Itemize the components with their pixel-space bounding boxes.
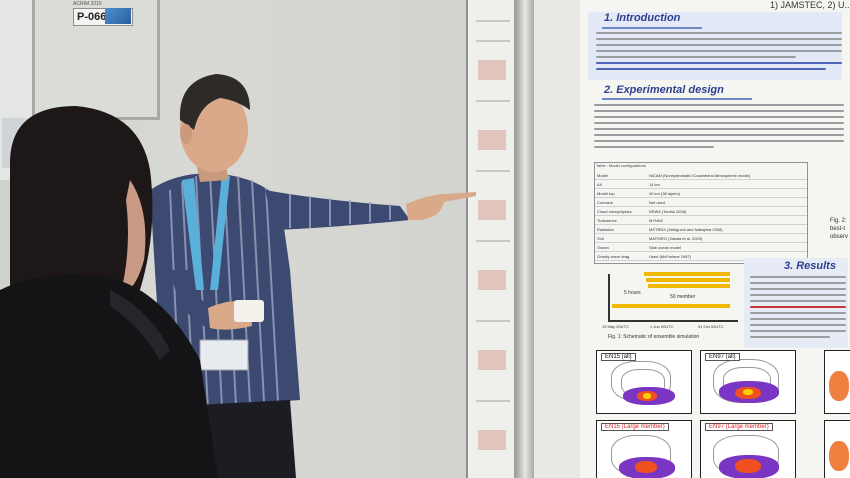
panel-small-text: ACRIM 2015: [73, 1, 102, 7]
chart-label-hours: 5 hours: [624, 290, 641, 296]
section-underline: [602, 98, 752, 100]
booth-number: P-066: [77, 11, 107, 23]
map-label: EN97 (all): [705, 353, 740, 361]
table-row: Radiation MSTRNX (Sekiguchi and Nakajima …: [595, 225, 807, 234]
ensemble-schematic: 5 hours 50 member 19 May 00UTC 1 Jun 00U…: [594, 268, 744, 336]
map-en97-all: EN97 (all): [700, 350, 796, 414]
side-label: observ: [830, 234, 849, 240]
table-row: Ocean Slab ocean model: [595, 243, 807, 252]
booth-logo: [105, 8, 131, 24]
display-pole: [516, 0, 534, 478]
figure-1-caption: Fig. 1: Schematic of ensemble simulation: [608, 334, 700, 340]
visitor-woman: [0, 106, 218, 478]
section-title-results: 3. Results: [784, 260, 836, 272]
chart-label-members: 50 member: [670, 294, 696, 300]
table-row: ΔX 14 km: [595, 180, 807, 189]
map-label: EN15 (all): [601, 353, 636, 361]
poster-affiliation: 1) JAMSTEC, 2) U...: [770, 0, 850, 10]
table-row: Cloud microphysics NSW6 (Tomita 2008): [595, 207, 807, 216]
side-label: Fig. 2:: [830, 218, 847, 224]
table-row: Cumulus Not used: [595, 198, 807, 207]
map-en97-large: EN97 (Large member): [700, 420, 796, 478]
map-partial-right: [824, 420, 850, 478]
map-label: EN15 (Large member): [601, 423, 669, 431]
section-title-introduction: 1. Introduction: [604, 12, 681, 24]
map-en15-all: EN15 (all): [596, 350, 692, 414]
map-en15-large: EN15 (Large member): [596, 420, 692, 478]
chart-tick: 19 May 00UTC: [602, 324, 629, 329]
side-label: best-t: [830, 226, 846, 232]
table-row: Model top 40 km (38 layers): [595, 189, 807, 198]
results-section: 3. Results: [744, 258, 848, 348]
section-underline: [602, 27, 702, 29]
table-caption: Table : Model configurations: [596, 163, 646, 168]
map-label: EN97 (Large member): [705, 423, 773, 431]
neighbor-poster: [466, 0, 516, 478]
research-poster: 1) JAMSTEC, 2) U... 1. Introduction 2. E…: [580, 0, 850, 478]
section-title-experimental-design: 2. Experimental design: [604, 84, 724, 96]
map-partial-right: [824, 350, 850, 414]
chart-tick: 1 Jun 00UTC: [650, 324, 674, 329]
table-row: Turbulence MYNN2: [595, 216, 807, 225]
chart-tick: 31 Oct 00UTC: [698, 324, 724, 329]
table-row: Gravity wave drag Used (McFarlane 1987): [595, 252, 807, 261]
table-row: Soil MATSIRO (Takata et al. 2003): [595, 234, 807, 243]
table-row: Model NICAM (Nonhydrostatic ICosahedral A…: [595, 171, 807, 180]
presenter-man: [150, 74, 476, 478]
poster-board-margin: [534, 0, 582, 478]
model-config-table: Model NICAM (Nonhydrostatic ICosahedral A…: [594, 162, 808, 264]
